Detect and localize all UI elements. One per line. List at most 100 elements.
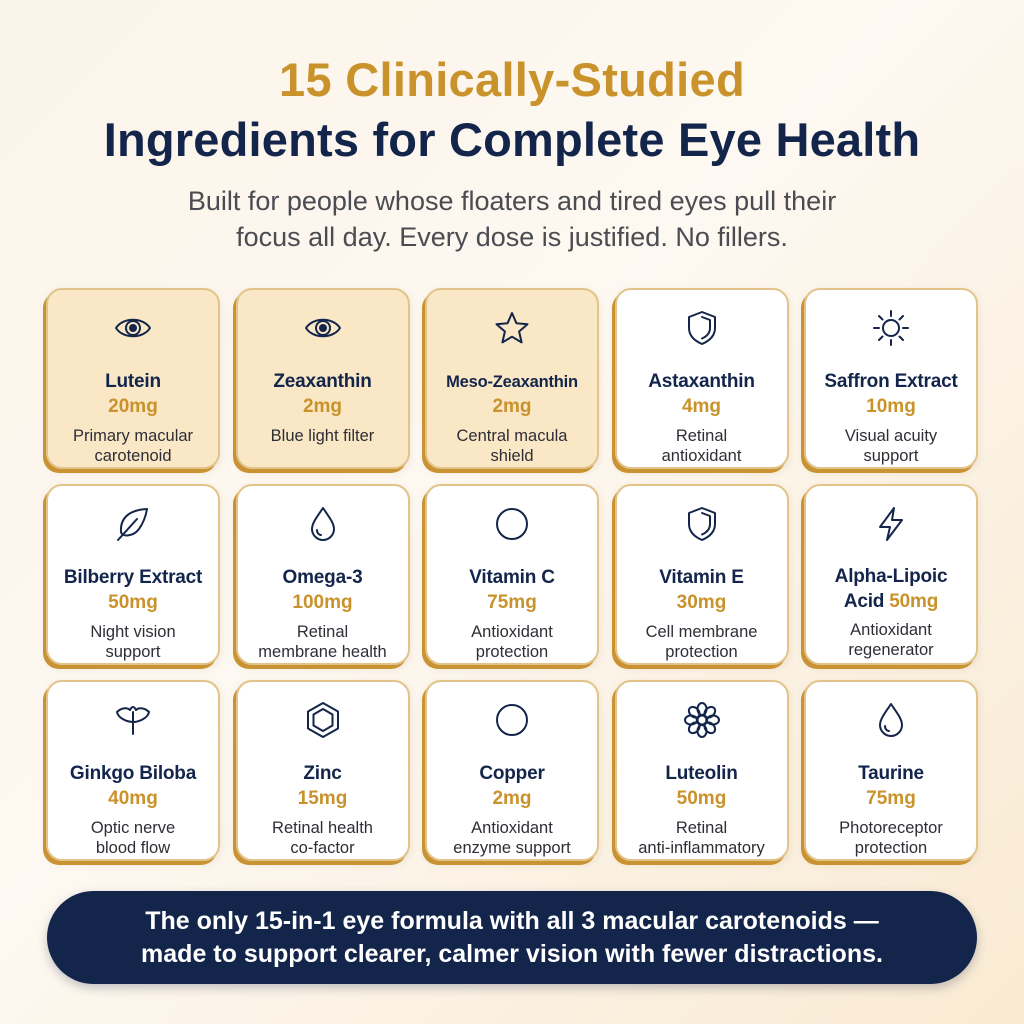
ingredient-dose: Acid 50mg [816,589,966,614]
title-line-2: Ingredients for Complete Eye Health [103,113,921,166]
banner-line-2: made to support clearer, calmer vision w… [141,939,883,968]
desc-line-2: shield [490,447,534,465]
ingredient-description: Antioxidant protection [432,622,592,662]
ingredient-card-luteolin: Luteolin 50mg Retinal anti-inflammatory [614,680,789,861]
ingredient-description: Night vision support [53,622,213,662]
ingredient-dose: 20mg [108,396,158,417]
banner-line-1: The only 15-in-1 eye formula with all 3 … [145,906,879,935]
ginkgo-leaf-icon [113,700,153,740]
ingredient-description: Retinal membrane health [243,622,403,662]
desc-line-1: Photoreceptor [839,819,943,837]
ingredient-card-ginkgo-biloba: Ginkgo Biloba 40mg Optic nerve blood flow [46,680,220,861]
ingredient-dose: 10mg [866,396,916,417]
ingredient-dose: 50mg [676,788,727,809]
ingredient-card-astaxanthin: Astaxanthin 4mg Retinal antioxidant [614,288,789,469]
ingredient-description: Antioxidant regenerator [811,620,971,660]
ingredient-grid: Lutein 20mg Primary macular carotenoid Ze… [46,288,978,868]
ingredient-name: Ginkgo Biloba [69,763,197,784]
ingredient-dose: 2mg [492,788,532,809]
desc-line-2: blood flow [95,839,171,857]
desc-line-2: carotenoid [94,447,172,465]
droplet-icon [871,700,911,740]
ingredient-name: Luteolin [665,763,738,784]
desc-line-1: Antioxidant [471,623,553,641]
desc-line-2: membrane health [258,643,387,661]
ingredient-card-saffron-extract: Saffron Extract 10mg Visual acuity suppor… [804,288,978,469]
ingredient-name-suffix: Acid [843,591,890,612]
desc-line-2: protection [475,643,549,661]
subtitle: Built for people whose floaters and tire… [112,183,912,255]
summary-banner: The only 15-in-1 eye formula with all 3 … [47,891,977,984]
ingredient-description: Primary macular carotenoid [53,426,213,466]
shield-icon [682,308,722,348]
desc-line-1: Antioxidant [471,819,553,837]
ingredient-description: Retinal anti-inflammatory [622,818,782,858]
lightning-icon [871,504,911,544]
ingredient-description: Photoreceptor protection [811,818,971,858]
title-line-1: 15 Clinically-Studied [279,53,745,106]
ingredient-name: Taurine [858,763,924,784]
desc-line-1: Night vision [90,623,176,641]
desc-line-2: enzyme support [453,839,571,857]
shield-icon [682,504,722,544]
droplet-icon [303,504,343,544]
ingredient-dose: 15mg [297,788,348,809]
desc-line-2: protection [665,643,738,661]
ingredient-dose: 2mg [492,396,532,417]
desc-line-2: protection [854,839,928,857]
ingredient-description: Retinal antioxidant [622,426,782,466]
desc-line-1: Retinal [296,623,349,641]
ingredient-name: Zinc [303,763,342,784]
desc-line-1: Antioxidant [850,621,932,639]
ingredient-card-zinc: Zinc 15mg Retinal health co-factor [235,680,410,861]
ingredient-description: Central macula shield [432,426,592,466]
desc-line-1: Cell membrane [645,623,758,641]
ingredient-dose: 75mg [866,788,916,809]
desc-line-2: antioxidant [661,447,742,465]
ingredient-card-meso-zeaxanthin: Meso-Zeaxanthin 2mg Central macula shield [425,288,599,469]
ingredient-dose-value: 50mg [889,591,939,612]
ingredient-name: Copper [479,763,545,784]
ingredient-dose: 50mg [108,592,158,613]
desc-line-1: Visual acuity [844,427,938,445]
ingredient-name: Saffron Extract [824,371,958,392]
desc-line-2: anti-inflammatory [638,839,765,857]
desc-line-1: Primary macular [72,427,194,445]
ingredient-description: Optic nerve blood flow [53,818,213,858]
desc-line-1: Central macula [456,427,568,445]
subtitle-line-1: Built for people whose floaters and tire… [187,186,837,216]
ingredient-name: Bilberry Extract [63,567,203,588]
ingredient-description: Visual acuity support [811,426,971,466]
ingredient-card-lutein: Lutein 20mg Primary macular carotenoid [46,288,220,469]
ingredient-name: Zeaxanthin [273,371,372,392]
ingredient-card-vitamin-e: Vitamin E 30mg Cell membrane protection [614,484,789,665]
ingredient-name: Lutein [105,371,161,392]
ingredient-description: Antioxidant enzyme support [432,818,592,858]
ingredient-card-omega-3: Omega-3 100mg Retinal membrane health [235,484,410,665]
ingredient-card-taurine: Taurine 75mg Photoreceptor protection [804,680,978,861]
eye-icon [113,308,153,348]
ingredient-dose: 40mg [108,788,158,809]
desc-line-2: co-factor [290,839,355,857]
ingredient-dose: 75mg [487,592,537,613]
ingredient-name: Vitamin E [659,567,744,588]
subtitle-line-2: focus all day. Every dose is justified. … [236,222,788,252]
ingredient-card-copper: Copper 2mg Antioxidant enzyme support [425,680,599,861]
circle-icon [492,504,532,544]
flower-icon [682,700,722,740]
ingredient-dose: 30mg [676,592,727,613]
desc-line-1: Retinal [675,427,728,445]
desc-line-1: Retinal health [272,819,373,837]
ingredient-card-vitamin-c: Vitamin C 75mg Antioxidant protection [425,484,599,665]
desc-line-2: support [863,447,919,465]
star-icon [492,308,532,348]
ingredient-name: Omega-3 [282,567,363,588]
ingredient-card-bilberry-extract: Bilberry Extract 50mg Night vision suppor… [46,484,220,665]
ingredient-name: Alpha-Lipoic Acid 50mg [816,564,966,614]
desc-line-1: Optic nerve [90,819,176,837]
ingredient-name-line: Alpha-Lipoic [834,566,948,587]
leaf-icon [113,504,153,544]
ingredient-dose: 4mg [681,396,722,417]
ingredient-description: Cell membrane protection [622,622,782,662]
ingredient-description: Retinal health co-factor [243,818,403,858]
